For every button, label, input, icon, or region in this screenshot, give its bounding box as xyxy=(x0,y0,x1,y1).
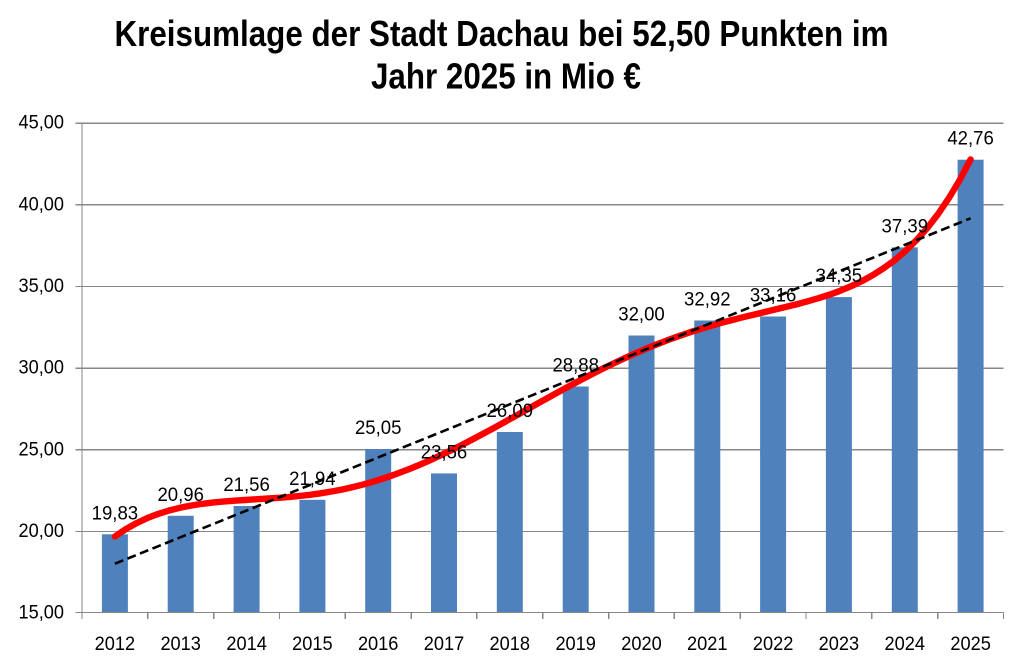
svg-text:2013: 2013 xyxy=(160,634,201,655)
svg-text:25,00: 25,00 xyxy=(19,438,65,460)
svg-text:21,94: 21,94 xyxy=(289,469,336,490)
svg-text:32,92: 32,92 xyxy=(684,290,731,311)
svg-text:2022: 2022 xyxy=(753,634,794,655)
svg-text:2021: 2021 xyxy=(687,634,728,655)
svg-text:21,56: 21,56 xyxy=(223,475,270,496)
svg-text:40,00: 40,00 xyxy=(19,193,65,215)
svg-text:19,83: 19,83 xyxy=(92,503,139,524)
svg-text:2020: 2020 xyxy=(621,634,662,655)
svg-text:2019: 2019 xyxy=(555,634,596,655)
svg-text:Kreisumlage der Stadt Dachau b: Kreisumlage der Stadt Dachau bei 52,50 P… xyxy=(115,13,889,54)
svg-text:37,39: 37,39 xyxy=(882,216,929,237)
svg-text:26,09: 26,09 xyxy=(487,401,534,422)
svg-text:2015: 2015 xyxy=(292,634,333,655)
svg-text:2018: 2018 xyxy=(490,634,531,655)
svg-text:20,96: 20,96 xyxy=(157,485,204,506)
svg-text:33,16: 33,16 xyxy=(750,286,797,307)
svg-text:2016: 2016 xyxy=(358,634,399,655)
svg-text:2012: 2012 xyxy=(95,634,136,655)
svg-text:32,00: 32,00 xyxy=(618,305,665,326)
svg-text:35,00: 35,00 xyxy=(19,275,65,297)
svg-text:2025: 2025 xyxy=(950,634,991,655)
svg-text:28,88: 28,88 xyxy=(552,356,599,377)
svg-text:45,00: 45,00 xyxy=(19,112,65,134)
svg-text:Jahr 2025 in Mio €: Jahr 2025 in Mio € xyxy=(371,56,641,97)
svg-text:25,05: 25,05 xyxy=(355,418,402,439)
svg-text:34,35: 34,35 xyxy=(816,266,863,287)
svg-text:20,00: 20,00 xyxy=(19,520,65,542)
svg-text:23,56: 23,56 xyxy=(421,442,468,463)
svg-text:42,76: 42,76 xyxy=(947,129,994,150)
svg-text:15,00: 15,00 xyxy=(19,602,65,624)
svg-text:2023: 2023 xyxy=(819,634,860,655)
svg-text:2014: 2014 xyxy=(226,634,267,655)
svg-text:2024: 2024 xyxy=(885,634,926,655)
svg-text:2017: 2017 xyxy=(424,634,465,655)
svg-text:30,00: 30,00 xyxy=(19,357,65,379)
